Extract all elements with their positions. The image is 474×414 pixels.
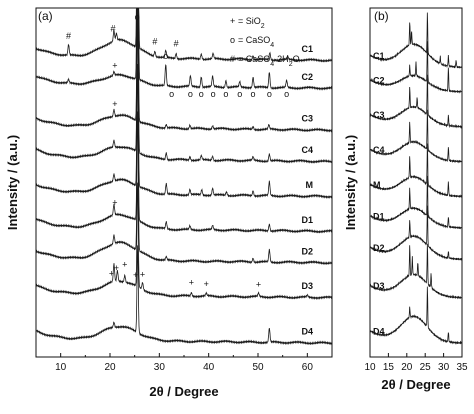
series-line-d2 — [369, 205, 463, 261]
legend-entry-label: = CaSO4·2H2O — [238, 54, 300, 68]
series-line-d4 — [35, 245, 333, 346]
peak-marker: o — [284, 89, 289, 99]
peak-marker: o — [251, 89, 256, 99]
y-axis-title: Intensity / (a.u.) — [5, 135, 20, 230]
peak-marker: o — [223, 89, 228, 99]
legend-marker: o — [230, 35, 235, 45]
series-line-c1 — [369, 12, 463, 69]
series-label-m: M — [306, 180, 314, 190]
peak-marker: + — [133, 270, 138, 280]
y-axis-title: Intensity / (a.u.) — [343, 135, 358, 230]
series-label-c1: C1 — [373, 51, 385, 61]
peak-marker: # — [174, 38, 179, 48]
peak-marker: o — [188, 89, 193, 99]
series-line-d3 — [369, 243, 463, 300]
peak-marker: # — [66, 31, 71, 41]
series-label-c3: C3 — [301, 114, 313, 124]
series-label-m: M — [373, 180, 381, 190]
series-line-c3 — [369, 74, 463, 129]
x-axis-title: 2θ / Degree — [381, 377, 450, 392]
peak-marker: o — [163, 51, 168, 61]
peak-marker: + — [140, 269, 145, 279]
series-label-c3: C3 — [373, 110, 385, 120]
series-line-d4 — [369, 286, 463, 345]
chart-panel-a: C1 C2 C3 C4 M D1 D2 D3 D4 10 20 30 40 50 60 2θ / Degree… — [5, 7, 333, 399]
series-label-d3: D3 — [301, 281, 313, 291]
series-label-d2: D2 — [373, 243, 385, 253]
x-tick-label: 20 — [401, 362, 413, 373]
plot-frame — [369, 7, 463, 358]
series-label-d2: D2 — [301, 246, 313, 256]
peak-marker: + — [112, 197, 117, 207]
series-line-d1 — [35, 63, 333, 234]
peak-marker: + — [122, 260, 127, 270]
peak-marker: o — [211, 89, 216, 99]
series-line-c1 — [35, 8, 333, 63]
series-line-c2 — [369, 41, 463, 94]
x-tick-label: 20 — [104, 362, 116, 373]
peak-marker: + — [112, 99, 117, 109]
peak-marker: + — [109, 268, 114, 278]
series-label-d1: D1 — [373, 211, 385, 221]
series-line-m — [35, 12, 333, 199]
peak-marker: o — [135, 12, 140, 22]
series-line-c4 — [369, 109, 463, 164]
series-label-d3: D3 — [373, 281, 385, 291]
series-label-d4: D4 — [373, 327, 385, 337]
peak-marker: o — [267, 89, 272, 99]
legend-marker: # — [230, 54, 235, 64]
peak-marker: # — [110, 24, 115, 34]
peak-marker: + — [112, 61, 117, 71]
series-label-d1: D1 — [301, 215, 313, 225]
peak-marker: o — [199, 89, 204, 99]
series-line-c2 — [35, 8, 333, 91]
x-tick-label: 15 — [383, 362, 395, 373]
x-tick-label: 10 — [364, 362, 376, 373]
peak-marker: o — [237, 89, 242, 99]
peak-marker: + — [256, 279, 261, 289]
x-tick-label: 35 — [456, 362, 468, 373]
series-line-c3 — [35, 8, 333, 133]
series-label-c2: C2 — [373, 75, 385, 85]
x-tick-label: 50 — [252, 362, 264, 373]
panel-label: (a) — [38, 9, 53, 23]
x-tick-label: 40 — [203, 362, 215, 373]
peak-marker: # — [152, 37, 157, 47]
x-tick-label: 60 — [302, 362, 314, 373]
x-tick-label: 10 — [55, 362, 67, 373]
series-label-c4: C4 — [373, 145, 385, 155]
series-line-d1 — [369, 175, 463, 230]
series-line-d2 — [35, 111, 333, 266]
x-tick-label: 25 — [420, 362, 432, 373]
x-tick-label: 30 — [438, 362, 450, 373]
peak-marker: o — [169, 89, 174, 99]
legend-entry-label: = SiO2 — [238, 16, 265, 30]
series-line-c4 — [35, 8, 333, 164]
series-label-d4: D4 — [301, 327, 313, 337]
peak-marker: + — [114, 263, 119, 273]
series-line-d3 — [35, 182, 333, 301]
series-label-c4: C4 — [301, 145, 313, 155]
series-line-m — [369, 143, 463, 198]
legend-marker: + — [230, 16, 235, 26]
legend-entry-label: = CaSO4 — [238, 35, 274, 49]
x-tick-label: 30 — [154, 362, 166, 373]
panel-label: (b) — [374, 9, 389, 23]
x-axis-title: 2θ / Degree — [149, 384, 218, 399]
chart-panel-b: C1 C2 C3 C4 M D1 D2 D3 D4 10 15 20 25 30 35 2θ / Degree… — [343, 7, 468, 392]
peak-marker: + — [189, 278, 194, 288]
series-label-c1: C1 — [301, 44, 313, 54]
series-label-c2: C2 — [301, 72, 313, 82]
peak-marker: + — [204, 279, 209, 289]
